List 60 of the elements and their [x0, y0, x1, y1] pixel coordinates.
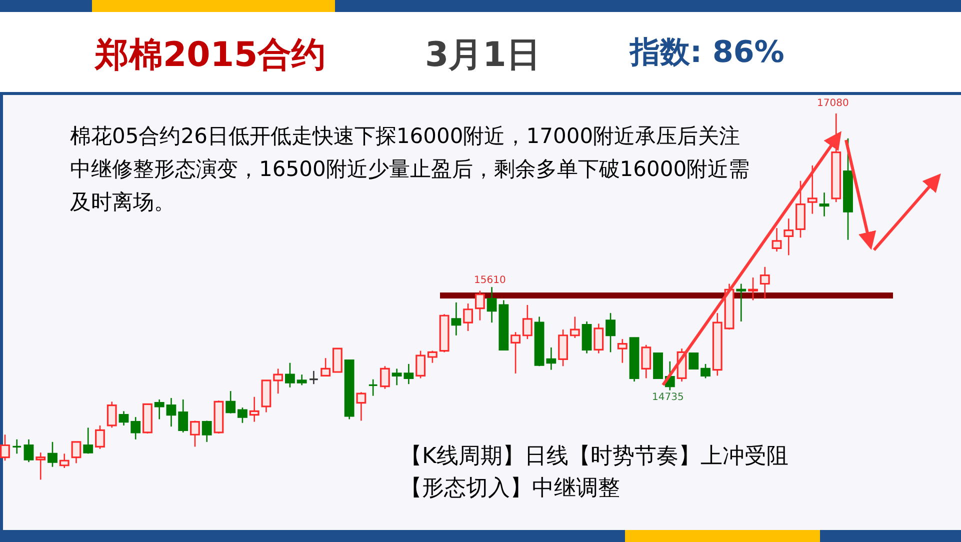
candlestick [606, 312, 616, 353]
candlestick [154, 398, 164, 420]
candlestick [226, 390, 236, 414]
candlestick [558, 328, 568, 367]
candlestick [748, 276, 758, 301]
candlestick [202, 420, 212, 443]
candlestick [510, 331, 521, 374]
candlestick [700, 363, 710, 379]
candlestick [83, 427, 94, 454]
text: 17080 [817, 98, 850, 110]
candlestick [190, 420, 200, 448]
candlestick [118, 410, 129, 426]
candlestick [249, 396, 260, 422]
candlestick [688, 352, 699, 370]
candlestick [784, 218, 794, 256]
candlestick [296, 374, 307, 386]
candlestick [736, 283, 746, 322]
annotation: 14735 [652, 392, 685, 404]
candlestick [416, 350, 426, 379]
candlestick [48, 441, 58, 468]
candlestick [451, 302, 462, 336]
candlestick [760, 266, 770, 300]
candlestick [308, 370, 319, 385]
candlestick [106, 401, 117, 428]
annotation: 【K线周期】日线【时势节奏】上冲受阻 [400, 443, 790, 471]
candlestick [178, 398, 188, 434]
candlestick [0, 434, 10, 462]
candlestick [570, 316, 580, 339]
candlestick [427, 350, 438, 364]
candlestick [368, 378, 378, 396]
candlestick [772, 227, 782, 252]
candlestick [71, 441, 82, 464]
annotation: 【形态切入】中继调整 [400, 475, 621, 503]
annotation: 15610 [474, 275, 507, 287]
candlestick [12, 438, 22, 454]
candlestick [24, 438, 34, 463]
annotation: 棉花05合约26日低开低走快速下探16000附近，17000附近承压后关注中继修整形态演变，16500附近少量止盈后，剩余多单下破16000附近需及时离场。 [70, 123, 751, 216]
candlestick [463, 302, 474, 332]
candlestick [332, 348, 342, 373]
candlestick [819, 192, 830, 218]
candlestick [594, 323, 604, 354]
text: 指数: 86% [630, 35, 786, 70]
candlestick [95, 424, 105, 450]
candlestick [356, 391, 366, 422]
chart-subtitle: 3月1日 [425, 34, 540, 77]
candlestick [273, 368, 284, 394]
candlestick [238, 406, 248, 424]
candlestick [130, 416, 141, 440]
candlestick [166, 397, 176, 428]
candlestick [617, 338, 628, 364]
candlestick [474, 290, 485, 322]
candlestick [380, 365, 390, 390]
candlestick [641, 344, 652, 379]
candlestick [807, 164, 818, 214]
candlestick [36, 452, 46, 480]
candlestick [285, 362, 295, 388]
candlestick [59, 453, 70, 469]
candlestick [522, 304, 532, 340]
candlestick [320, 357, 331, 376]
chart-title: 郑棉2015合约 [95, 34, 326, 77]
